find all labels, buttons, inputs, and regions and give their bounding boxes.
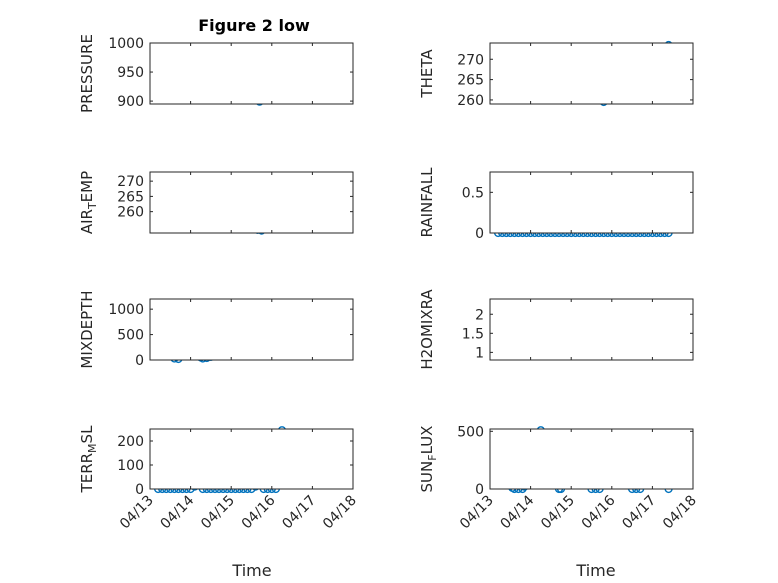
axes-box [149,42,354,105]
subplot-sun-flux: 0 500 SUNFLUX 04/13 04/14 04/15 04/16 04/17 04/1… [418,424,700,532]
x-tick-label: 04/14 [498,492,538,532]
axes-box [489,428,694,490]
x-tick-label: 04/14 [158,492,198,532]
x-tick-label: 04/18 [320,493,360,533]
y-tick-label: 500 [117,328,144,344]
y-tick-label: 500 [457,424,484,440]
y-tick-label: 260 [457,93,484,109]
x-tick-label: 04/16 [239,492,279,532]
y-tick-label: 265 [117,189,144,205]
subplot-theta: 260 265 270 THETA [418,40,694,109]
y-axis-label: MIXDEPTH [78,290,96,368]
axes-box [489,298,694,361]
y-tick-label: 0 [135,353,144,369]
y-tick-label: 2 [475,307,484,323]
axes-box [149,171,354,234]
x-tick-label: 04/15 [538,493,578,533]
x-tick-label: 04/17 [279,493,319,533]
subplot-h2omixra: 1 1.5 2 H2OMIXRA [418,289,694,370]
y-tick-label: 950 [117,65,144,81]
x-tick-label: 04/13 [457,493,497,533]
y-tick-label: 0 [135,482,144,498]
x-tick-label: 04/15 [198,493,238,533]
figure-title: Figure 2 low [198,16,310,35]
y-tick-label: 265 [457,73,484,89]
y-tick-label: 900 [117,94,144,110]
y-axis-label: THETA [418,49,436,99]
subplot-terr-msl: 0 100 200 TERRMSL 04/13 04/14 04/15 04/16 04/17 0… [78,425,360,532]
axes-box [149,298,354,361]
y-tick-label: 1 [475,345,484,361]
y-tick-label: 1.5 [462,326,484,342]
y-axis-label: AIRTEMP [78,171,99,234]
x-tick-label: 04/17 [619,493,659,533]
y-tick-label: 1000 [108,36,144,52]
axes-box [149,428,354,490]
axes-box [489,171,694,234]
y-tick-label: 1000 [108,302,144,318]
subplot-rainfall: 0 0.5 RAINFALL [418,167,694,242]
y-tick-label: 200 [117,434,144,450]
y-tick-label: 260 [117,205,144,221]
y-tick-label: 0 [475,226,484,242]
y-axis-label: TERRMSL [78,425,99,494]
y-axis-label: H2OMIXRA [418,289,436,370]
subplot-pressure: 900 950 1000 PRESSURE [78,34,354,113]
y-tick-label: 0.5 [462,185,484,201]
y-tick-label: 100 [117,458,144,474]
x-axis-label-left: Time [231,561,271,580]
y-tick-label: 0 [475,482,484,498]
x-axis-label-right: Time [575,561,615,580]
axes-box [489,42,694,105]
x-tick-label: 04/13 [117,493,157,533]
y-tick-label: 270 [457,52,484,68]
subplot-mixdepth: 0 500 1000 MIXDEPTH [78,290,354,369]
y-tick-label: 270 [117,174,144,190]
y-axis-label: PRESSURE [78,34,96,113]
y-axis-label: RAINFALL [418,167,436,238]
y-axis-label: SUNFLUX [418,426,439,493]
x-tick-label: 04/18 [660,493,700,533]
x-tick-label: 04/16 [579,492,619,532]
